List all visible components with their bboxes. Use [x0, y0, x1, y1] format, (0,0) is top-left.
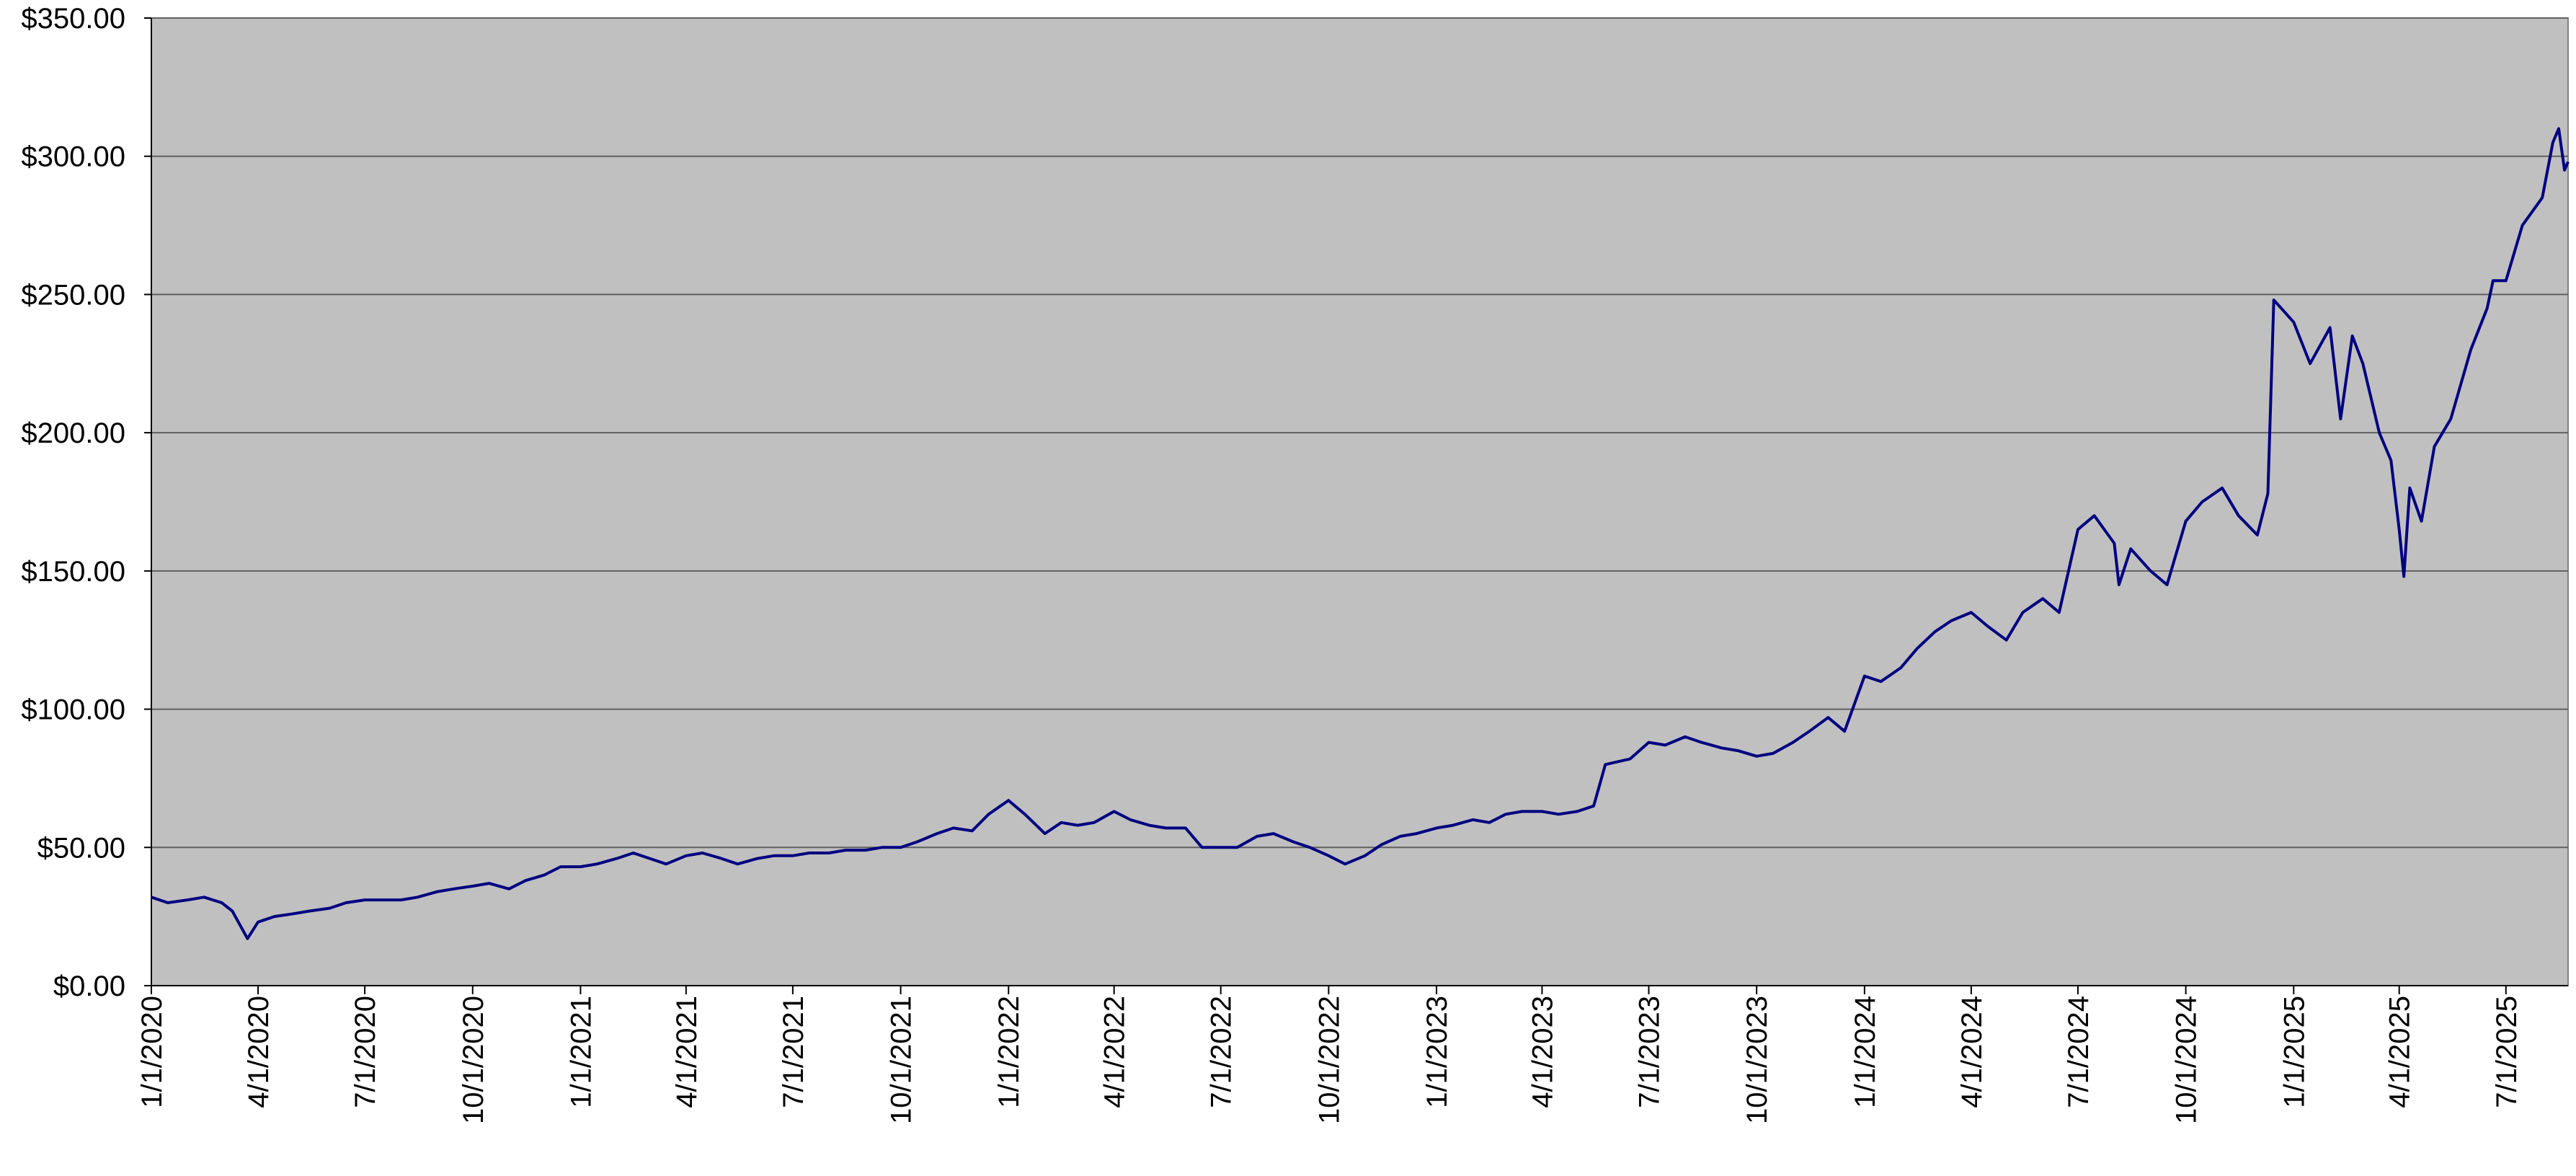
x-tick-label: 1/1/2021 [565, 996, 597, 1108]
x-tick-label: 10/1/2023 [1741, 996, 1773, 1124]
x-tick-label: 4/1/2025 [2384, 996, 2416, 1108]
x-tick-label: 1/1/2024 [1849, 996, 1881, 1108]
x-tick-label: 7/1/2025 [2491, 996, 2523, 1108]
x-tick-label: 10/1/2024 [2171, 996, 2203, 1124]
x-tick-label: 4/1/2021 [671, 996, 703, 1108]
y-tick-label: $200.00 [21, 417, 125, 449]
x-tick-label: 4/1/2023 [1527, 996, 1558, 1108]
x-tick-label: 10/1/2021 [886, 996, 918, 1124]
x-tick-label: 1/1/2022 [993, 996, 1025, 1108]
y-tick-label: $100.00 [21, 694, 125, 726]
y-tick-label: $0.00 [53, 971, 125, 1002]
y-tick-label: $350.00 [21, 3, 125, 35]
x-tick-label: 7/1/2020 [350, 996, 381, 1108]
x-tick-label: 1/1/2023 [1421, 996, 1453, 1108]
plot-area [151, 17, 2569, 986]
x-tick-label: 10/1/2022 [1313, 996, 1345, 1124]
y-tick-label: $50.00 [37, 832, 125, 864]
x-tick-label: 7/1/2024 [2063, 996, 2095, 1108]
price-line [151, 127, 2570, 940]
x-tick-label: 1/1/2025 [2278, 996, 2310, 1108]
y-tick-label: $150.00 [21, 556, 125, 588]
x-tick-label: 7/1/2021 [778, 996, 809, 1108]
x-tick-label: 4/1/2022 [1099, 996, 1131, 1108]
x-tick-label: 1/1/2020 [136, 996, 168, 1108]
x-tick-label: 10/1/2020 [458, 996, 489, 1124]
x-tick-label: 4/1/2020 [243, 996, 275, 1108]
x-tick-label: 7/1/2023 [1634, 996, 1666, 1108]
y-tick-label: $250.00 [21, 279, 125, 311]
x-tick-label: 7/1/2022 [1206, 996, 1238, 1108]
x-tick-label: 4/1/2024 [1956, 996, 1988, 1108]
y-tick-label: $300.00 [21, 141, 125, 173]
